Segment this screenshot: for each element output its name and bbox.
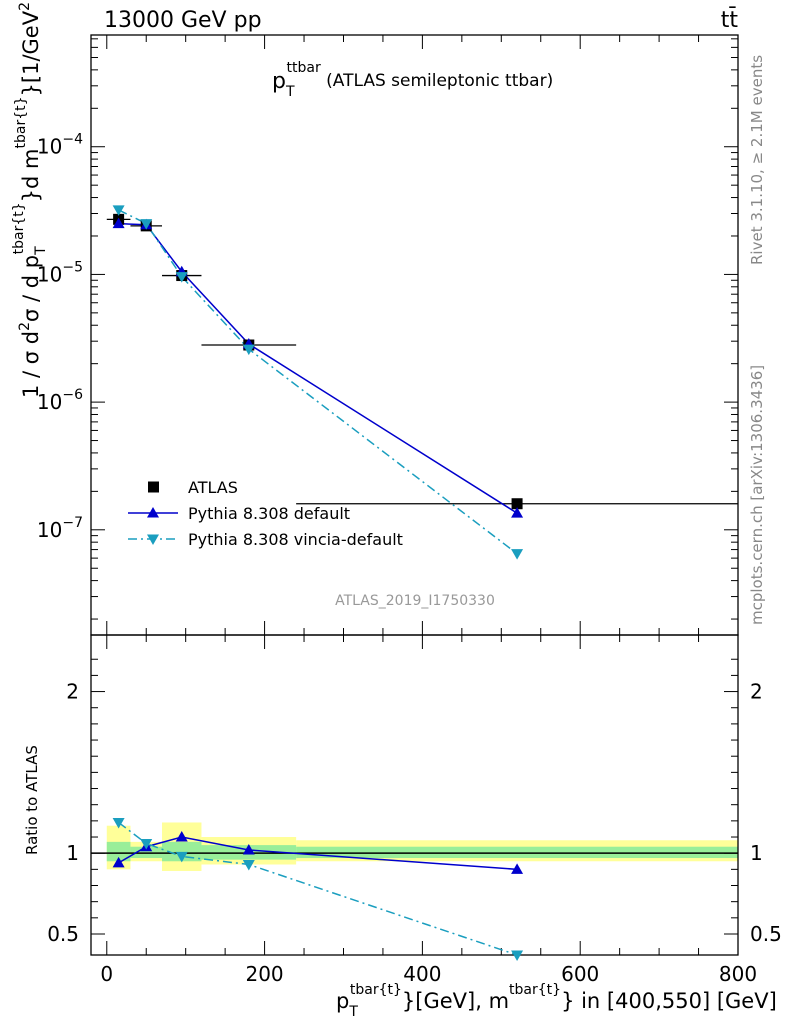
x-axis-label: pTtbar{t}}[GeV], mtbar{t}} in [400,550] … (336, 982, 777, 1020)
atlas-point (511, 498, 523, 510)
x-tick-label: 400 (403, 962, 441, 986)
pythia-vincia-point (242, 344, 255, 356)
legend-default-marker (147, 507, 159, 518)
ratio-y-tick-label-right: 0.5 (750, 922, 782, 946)
analysis-id: ATLAS_2019_I1750330 (335, 593, 495, 609)
ratio-y-tick-label: 1 (66, 841, 79, 865)
main-panel: 10−7 10−6 10−5 10−4 pTttbar (ATLAS semilepto… (11, 0, 739, 636)
legend: ATLAS Pythia 8.308 default Pythia 8.308 vi… (128, 478, 403, 549)
legend-entry-label: ATLAS (188, 478, 238, 497)
ratio-band-green (130, 846, 163, 859)
ratio-default-point (112, 856, 125, 868)
energy-label: 13000 GeV pp (104, 8, 262, 33)
ratio-band-green (296, 846, 738, 859)
legend-atlas-marker (148, 481, 159, 493)
x-tick-label: 800 (719, 962, 757, 986)
ratio-vincia-point (175, 851, 188, 863)
chart-title: pTttbar (ATLAS semileptonic ttbar) (272, 60, 553, 100)
ratio-vincia-point (511, 950, 524, 961)
ratio-default-point (242, 843, 255, 855)
pythia-default-line (118, 222, 518, 514)
process-label: tt̄ (721, 7, 739, 33)
ratio-y-tick-label: 0.5 (47, 922, 79, 946)
pythia-default-point (511, 507, 524, 518)
ratio-vincia-point (242, 859, 255, 871)
pythia-default-point (112, 217, 125, 229)
rivet-label: Rivet 3.1.10, ≥ 2.1M events (748, 55, 766, 265)
legend-entry-label: Pythia 8.308 default (188, 504, 350, 523)
ratio-vincia-point (112, 817, 125, 829)
ratio-y-tick-label-right: 2 (750, 680, 763, 704)
ratio-y-tick-label: 2 (66, 680, 79, 704)
ratio-band-green (106, 841, 131, 862)
ratio-vincia-point (140, 838, 153, 850)
y-tick-label: 10−5 (37, 259, 83, 286)
y-tick-label: 10−7 (37, 515, 83, 542)
x-tick-label: 0 (100, 962, 113, 986)
legend-vincia-marker (147, 534, 159, 545)
legend-entry-label: Pythia 8.308 vincia-default (188, 530, 403, 549)
ratio-y-axis-label: Ratio to ATLAS (23, 745, 41, 855)
y-tick-label: 10−6 (37, 387, 83, 414)
ratio-default-point (511, 863, 524, 874)
ratio-y-tick-label-right: 1 (750, 841, 763, 865)
ratio-panel: 0.5 0.5 1 1 2 2 0 200 400 600 800 Ratio to ATLAS pTt… (23, 634, 782, 1020)
ratio-frame (90, 634, 739, 956)
pythia-vincia-point (511, 549, 524, 560)
pythia-vincia-line (118, 209, 518, 555)
source-label: mcplots.cern.ch [arXiv:1306.3436] (748, 365, 766, 625)
x-tick-label: 200 (245, 962, 283, 986)
pythia-vincia-point (140, 219, 153, 230)
y-axis-label: 1 / σ d2σ / d pTtbar{t}}d mtbar{t}}[1/Ge… (11, 0, 49, 398)
ratio-band-green (162, 841, 202, 862)
y-tick-label: 10−4 (37, 132, 83, 159)
x-tick-label: 600 (561, 962, 599, 986)
ratio-vincia-line (118, 821, 518, 956)
pythia-vincia-point (175, 272, 188, 283)
ratio-default-point (175, 831, 188, 842)
pythia-vincia-point (112, 205, 125, 216)
